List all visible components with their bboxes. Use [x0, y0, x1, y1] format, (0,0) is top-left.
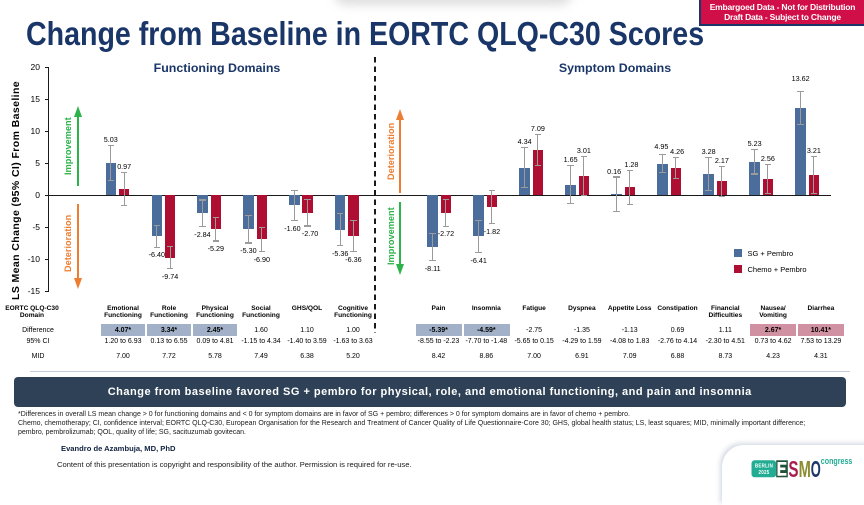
svg-text:S: S: [788, 457, 798, 483]
svg-text:M: M: [799, 458, 811, 483]
svg-text:BERLIN: BERLIN: [755, 463, 774, 469]
svg-text:O: O: [811, 456, 821, 482]
svg-text:congress: congress: [821, 455, 853, 466]
svg-text:2025: 2025: [758, 470, 769, 476]
